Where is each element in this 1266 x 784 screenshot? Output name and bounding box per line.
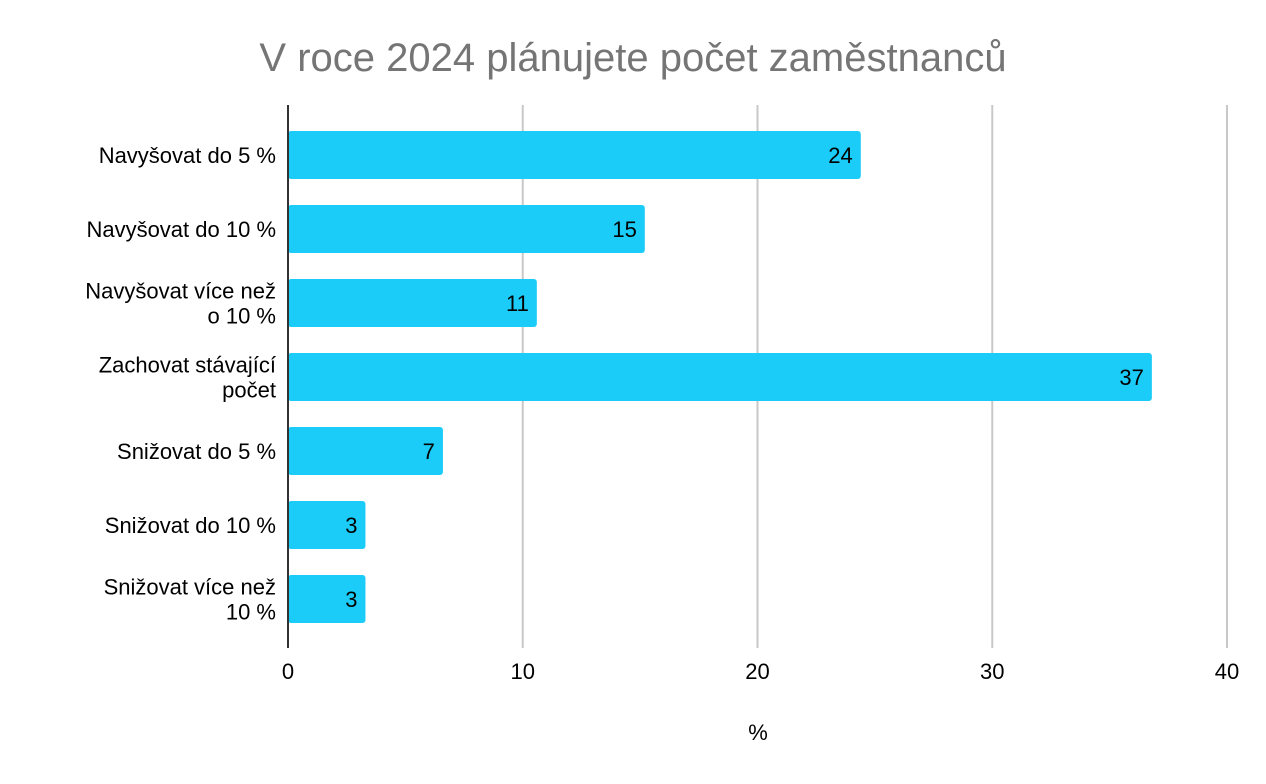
bar <box>288 427 443 475</box>
bar <box>288 279 537 327</box>
bar <box>288 353 1152 401</box>
chart-title: V roce 2024 plánujete počet zaměstnanců <box>259 36 1006 80</box>
bar <box>288 501 366 549</box>
bar <box>288 131 861 179</box>
data-label: 11 <box>506 291 529 316</box>
bar <box>288 205 645 253</box>
x-tick-label: 40 <box>1215 659 1239 684</box>
category-label: Snižovat více než 10 % <box>104 575 276 625</box>
category-label: Navyšovat do 10 % <box>86 217 276 242</box>
bars <box>288 131 1152 623</box>
data-label: 3 <box>345 513 357 538</box>
category-label: Snižovat do 10 % <box>105 513 276 538</box>
x-axis-ticks: 0 10 20 30 40 <box>282 659 1239 684</box>
x-tick-label: 10 <box>511 659 535 684</box>
category-labels: Navyšovat do 5 % Navyšovat do 10 % Navyšov… <box>85 143 276 625</box>
category-label: Navyšovat do 5 % <box>99 143 276 168</box>
x-tick-label: 30 <box>980 659 1004 684</box>
data-labels: 24 15 11 37 7 3 3 <box>345 143 1144 612</box>
x-tick-label: 20 <box>745 659 769 684</box>
data-label: 7 <box>423 439 435 464</box>
category-label: Navyšovat více než o 10 % <box>85 279 276 329</box>
data-label: 24 <box>828 143 852 168</box>
data-label: 15 <box>612 217 636 242</box>
data-label: 3 <box>345 587 357 612</box>
x-tick-label: 0 <box>282 659 294 684</box>
category-label: Snižovat do 5 % <box>117 439 276 464</box>
category-label: Zachovat stávající počet <box>99 353 276 403</box>
x-axis-title: % <box>748 720 768 745</box>
data-label: 37 <box>1119 365 1143 390</box>
bar <box>288 575 366 623</box>
